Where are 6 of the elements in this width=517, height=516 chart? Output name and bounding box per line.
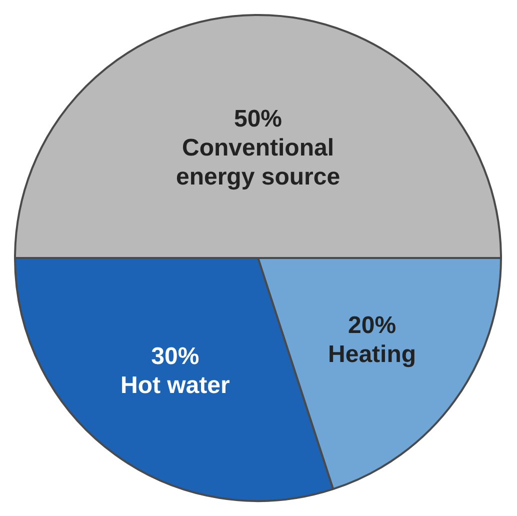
slice-label: Conventional energy source [176, 134, 340, 190]
data-label: 30% [151, 343, 200, 370]
slice-label: Hot water [120, 372, 230, 400]
data-label: 20% [348, 312, 396, 339]
slice-label: Heating [328, 340, 416, 368]
data-label: 50% [234, 105, 282, 132]
